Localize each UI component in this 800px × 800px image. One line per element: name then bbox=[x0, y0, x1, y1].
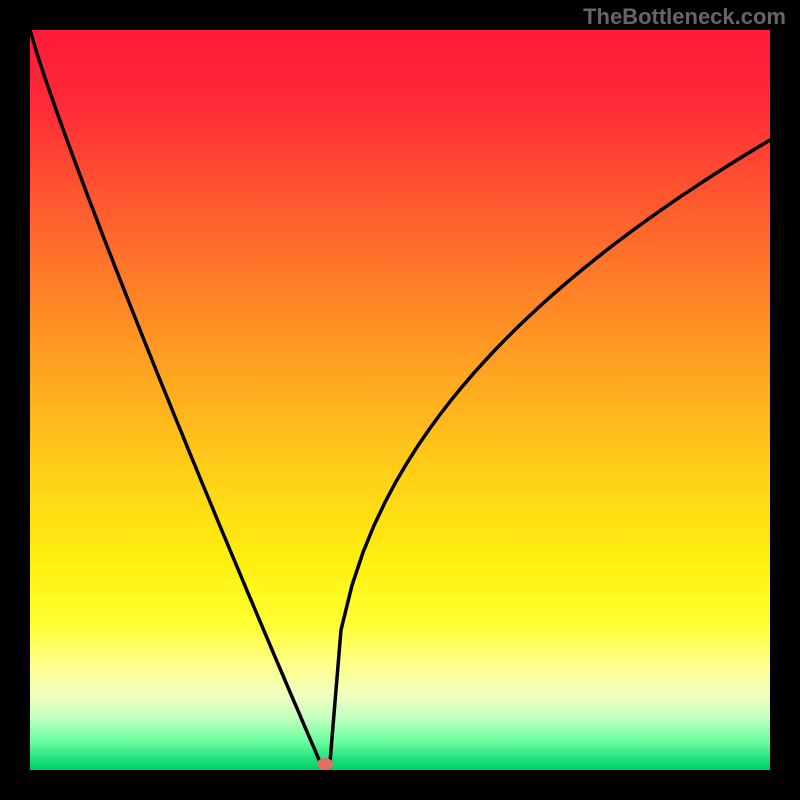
plot-area bbox=[30, 30, 770, 770]
watermark-text: TheBottleneck.com bbox=[583, 4, 786, 30]
chart-container: TheBottleneck.com bbox=[0, 0, 800, 800]
bottleneck-curve bbox=[30, 30, 770, 770]
optimum-marker bbox=[317, 758, 333, 770]
